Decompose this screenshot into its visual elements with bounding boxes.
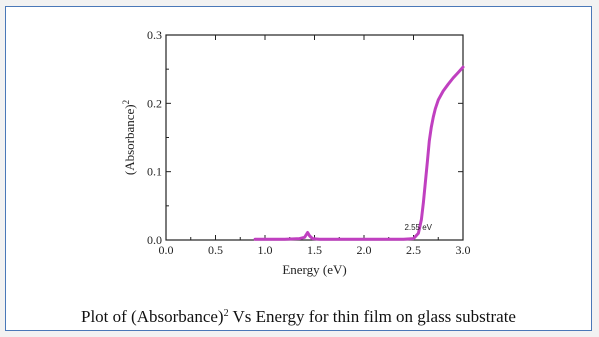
figure-caption: Plot of (Absorbance)2 Vs Energy for thin… xyxy=(6,307,591,327)
caption-prefix: Plot of (Absorbance) xyxy=(81,307,224,326)
absorbance-energy-chart: 0.0 0.5 1.0 1.5 2.0 2.5 3.0 0.0 0.1 0.2 0.3 Energy … xyxy=(121,28,471,277)
x-axis-label: Energy (eV) xyxy=(282,262,346,277)
x-tick-label: 3.0 xyxy=(456,243,471,257)
band-gap-annotation: 2.55 eV xyxy=(404,223,432,232)
x-tick-label: 0.5 xyxy=(208,243,223,257)
x-tick-label: 2.0 xyxy=(357,243,372,257)
y-axis-label-superscript: 2 xyxy=(121,100,131,105)
y-tick-label: 0.3 xyxy=(147,28,162,42)
y-axis-label: (Absorbance)2 xyxy=(121,100,137,175)
x-tick-label: 2.5 xyxy=(406,243,421,257)
figure-frame: 0.0 0.5 1.0 1.5 2.0 2.5 3.0 0.0 0.1 0.2 0.3 Energy … xyxy=(5,6,592,331)
x-tick-label: 1.5 xyxy=(307,243,322,257)
y-tick-label: 0.0 xyxy=(147,233,162,247)
plot-frame xyxy=(165,34,464,241)
caption-suffix: Vs Energy for thin film on glass substra… xyxy=(228,307,516,326)
x-tick-label: 0.0 xyxy=(159,243,174,257)
caption-superscript: 2 xyxy=(223,308,229,319)
absorbance-curve xyxy=(253,65,465,241)
x-tick-label: 1.0 xyxy=(258,243,273,257)
y-tick-label: 0.2 xyxy=(147,96,162,110)
y-tick-label: 0.1 xyxy=(147,165,162,179)
